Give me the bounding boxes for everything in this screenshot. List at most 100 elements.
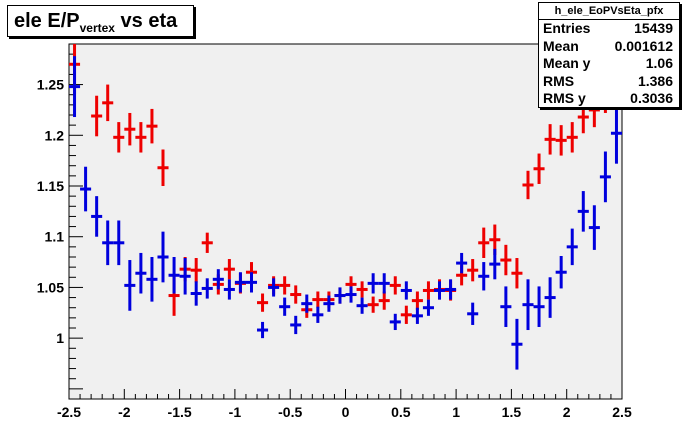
data-point <box>610 102 622 164</box>
data-point <box>124 112 136 146</box>
x-tick-label: -0.5 <box>278 404 302 420</box>
data-point <box>345 286 357 303</box>
stats-value: 0.3036 <box>630 90 673 106</box>
stats-value: 1.06 <box>645 55 673 71</box>
data-point <box>268 278 280 297</box>
data-point <box>511 318 523 370</box>
stats-label: Entries <box>543 20 591 36</box>
data-point <box>411 291 423 310</box>
data-point <box>467 302 479 325</box>
data-point <box>445 279 457 300</box>
data-point <box>257 293 269 312</box>
data-point <box>522 279 534 331</box>
data-point <box>478 262 490 291</box>
axis-ticks <box>68 43 623 399</box>
data-point <box>312 306 324 323</box>
data-point <box>577 191 589 232</box>
data-point <box>257 321 269 339</box>
data-point <box>323 295 335 312</box>
stats-row-rms: RMS 1.386 <box>539 73 679 91</box>
title-subscript: vertex <box>79 21 115 35</box>
stats-row-mean: Mean 0.001612 <box>539 38 679 56</box>
stats-label: RMS <box>543 72 575 89</box>
data-point <box>478 227 490 259</box>
x-tick-label: 1 <box>452 404 460 420</box>
data-point <box>157 149 169 186</box>
title-main: ele E/P <box>14 10 80 32</box>
data-point <box>179 258 191 295</box>
data-point <box>69 56 81 118</box>
data-point <box>456 252 468 274</box>
data-point <box>544 124 556 155</box>
data-point <box>223 259 235 280</box>
data-point <box>168 257 180 294</box>
data-point <box>555 125 567 156</box>
stats-value: 0.001612 <box>614 37 673 54</box>
data-point <box>146 257 158 302</box>
data-point <box>234 272 246 293</box>
x-tick-label: 2.5 <box>612 404 632 420</box>
y-tick-label: 1.2 <box>45 127 65 143</box>
data-point <box>301 294 313 313</box>
stats-value: 1.386 <box>637 72 673 89</box>
data-point <box>422 299 434 316</box>
data-point <box>555 255 567 289</box>
x-tick-label: -1.5 <box>168 404 192 420</box>
data-point <box>367 296 379 313</box>
stats-label: Mean y <box>543 55 591 71</box>
data-point <box>146 108 158 144</box>
data-point <box>588 205 600 250</box>
data-point <box>422 281 434 300</box>
data-point <box>334 287 346 304</box>
data-point <box>544 277 556 318</box>
data-point <box>511 258 523 289</box>
stats-row-entries: Entries 15439 <box>539 20 679 38</box>
data-point <box>356 297 368 314</box>
data-point <box>190 281 202 306</box>
x-tick-label: -2.5 <box>57 404 81 420</box>
x-tick-label: 0 <box>342 404 350 420</box>
data-point <box>290 285 302 304</box>
data-point <box>522 170 534 200</box>
data-point <box>378 273 390 294</box>
x-tick-label: 2 <box>563 404 571 420</box>
y-tick-label: 1.1 <box>45 229 65 245</box>
data-point <box>135 122 147 153</box>
data-point <box>113 122 125 153</box>
x-tick-label: -1 <box>229 404 242 420</box>
data-point <box>411 307 423 324</box>
data-point <box>201 232 213 253</box>
data-point <box>467 259 479 282</box>
data-point <box>290 315 302 335</box>
data-point <box>91 95 103 137</box>
data-point <box>135 252 147 294</box>
y-tick-label: 1.25 <box>37 77 64 93</box>
stats-histogram-name: h_ele_EoPVsEta_pfx <box>539 3 679 20</box>
stats-row-rms-y: RMS y 0.3036 <box>539 90 679 108</box>
data-point <box>245 272 258 293</box>
data-point <box>400 281 412 300</box>
data-point <box>201 278 213 299</box>
axis-tick-labels: -2.5 -2 -1.5 -1 -0.5 0 0.5 1 1.5 2 2.5 1 1.05 1.1 1.15… <box>37 77 632 420</box>
data-point <box>102 84 114 122</box>
data-point <box>80 166 92 212</box>
x-tick-label: 0.5 <box>391 404 411 420</box>
stats-value: 15439 <box>634 20 673 36</box>
stats-label: RMS y <box>543 90 586 106</box>
data-point <box>389 313 401 331</box>
y-tick-label: 1.15 <box>37 178 64 194</box>
data-point <box>367 273 379 294</box>
data-point <box>279 297 291 316</box>
data-point <box>533 286 545 327</box>
plot-frame <box>68 43 623 400</box>
data-point <box>500 286 512 327</box>
data-point <box>190 258 202 283</box>
data-point <box>489 248 501 280</box>
stats-row-mean-y: Mean y 1.06 <box>539 55 679 73</box>
data-point <box>433 281 446 300</box>
data-point <box>500 244 512 276</box>
data-point <box>533 153 545 184</box>
y-tick-label: 1 <box>56 330 64 346</box>
data-point <box>223 279 235 300</box>
